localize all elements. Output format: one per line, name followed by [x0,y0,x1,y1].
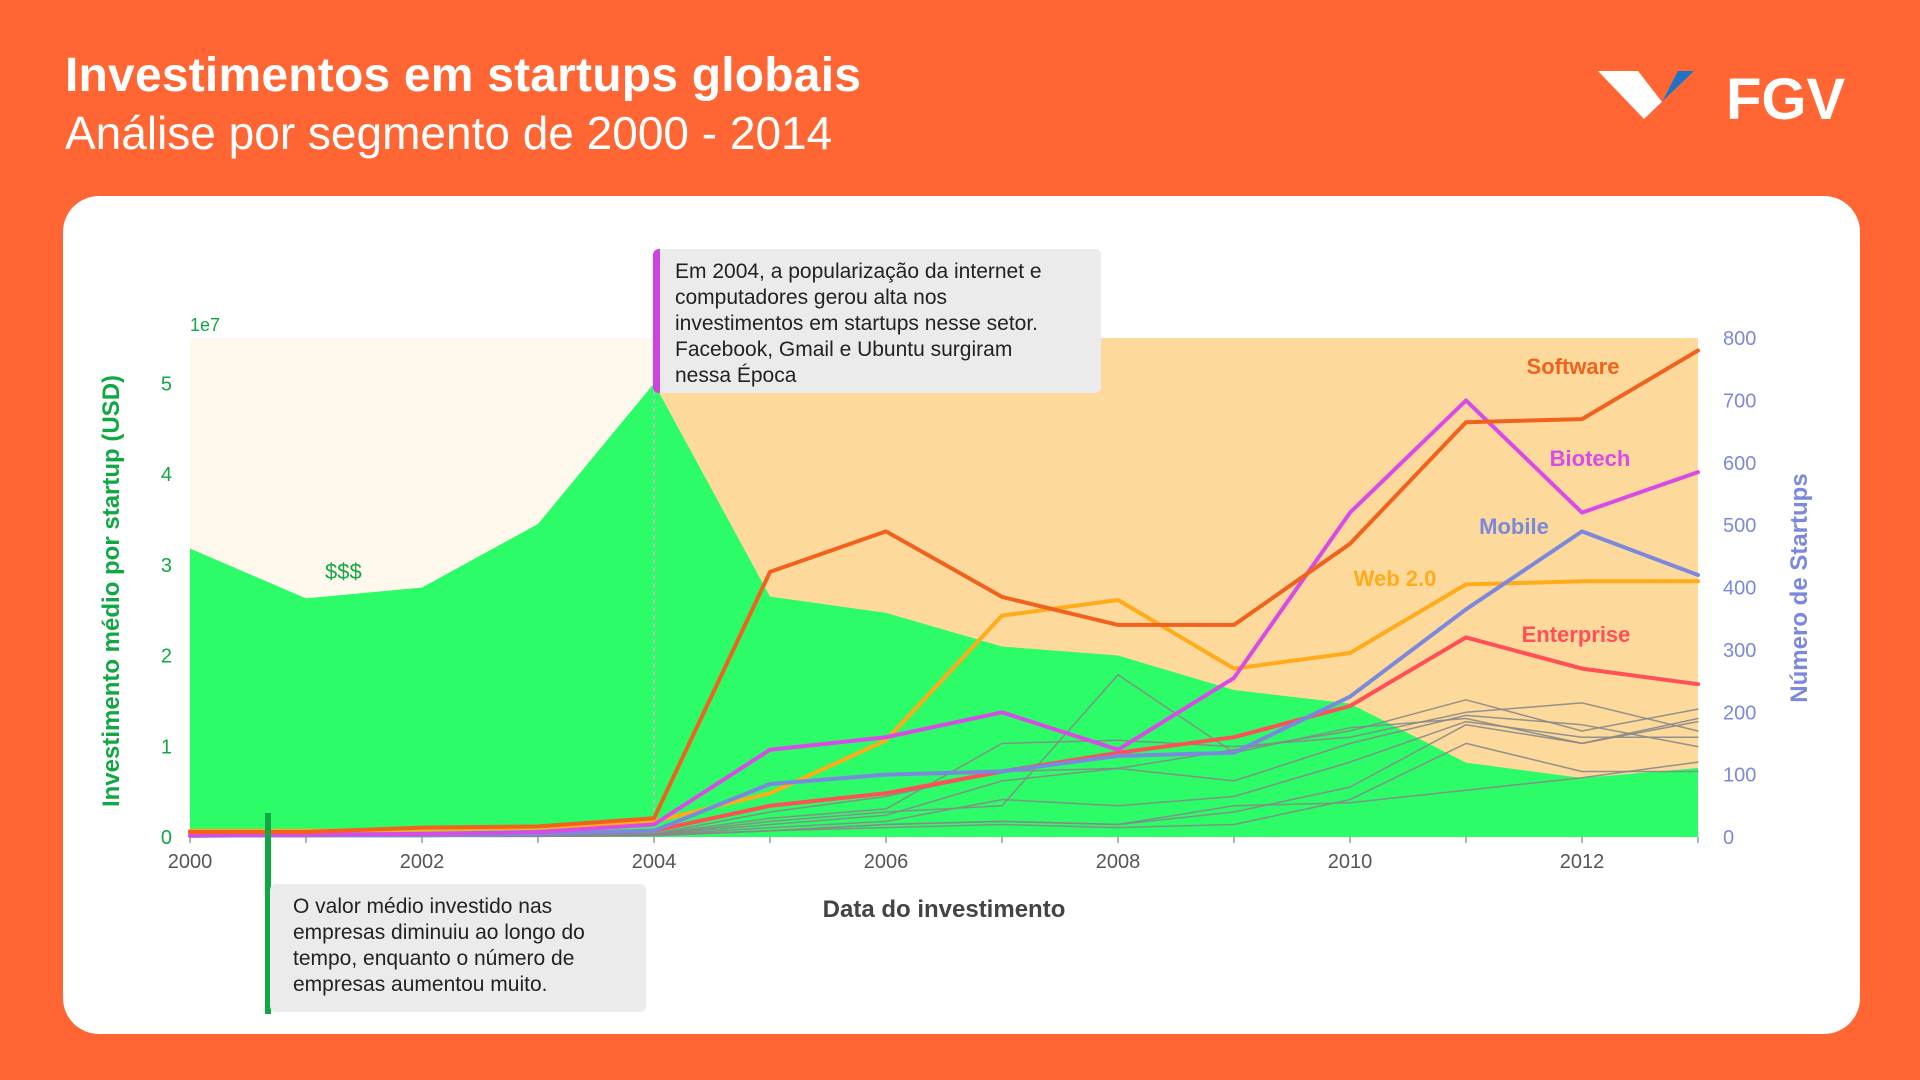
fgv-logo: FGV [1598,68,1846,122]
y-left-tick-label: 2 [161,646,172,668]
y-right-tick-label: 800 [1723,328,1756,350]
annotation-average: O valor médio investido nas empresas dim… [270,884,646,1012]
annotation-bottom-marker [265,813,271,1014]
x-tick-label: 2000 [168,851,213,873]
annotation-2004-text: Em 2004, a popularização da internet e c… [675,260,1042,387]
chart-card: 2000 2002 2004 2006 2008 2010 2012 0 1 2 3 4 5 0 100 20… [63,196,1860,1034]
logo-text: FGV [1726,68,1846,122]
x-tick-label: 2012 [1560,851,1605,873]
y-right-tick-label: 200 [1723,702,1756,724]
logo-mark-white [1598,71,1662,119]
y-left-tick-label: 1 [161,736,172,758]
annotation-average-text: O valor médio investido nas empresas dim… [293,895,585,996]
y-right-tick-label: 600 [1723,453,1756,475]
logo-mark-blue [1644,71,1694,119]
x-ticks [189,837,1699,843]
series-labels: Software Biotech Mobile Web 2.0 Enterprise [1354,354,1631,647]
y-left-tick-label: 5 [161,373,172,395]
y-right-tick-label: 0 [1723,827,1734,849]
y-right-tick-label: 500 [1723,515,1756,537]
x-axis-label: Data do investimento [823,896,1066,923]
series-label-mobile: Mobile [1479,514,1549,539]
main-chart: 2000 2002 2004 2006 2008 2010 2012012345010020… [98,315,1813,923]
series-label-biotech: Biotech [1550,446,1631,471]
y-axis-multiplier: 1e7 [190,315,220,335]
series-label-web-2-0: Web 2.0 [1354,566,1437,591]
series-lines [188,348,1700,838]
investment-area-fill [190,383,1698,837]
series-line-software [188,348,1700,834]
page-subtitle: Análise por segmento de 2000 - 2014 [65,107,833,159]
y-left-tick-label: 3 [161,555,172,577]
x-tick-label: 2004 [632,851,677,873]
y-axis-left-label: Investimento médio por startup (USD) [98,375,125,807]
x-tick-label: 2002 [400,851,445,873]
y-right-tick-label: 400 [1723,578,1756,600]
series-line-biotech [188,398,1700,838]
x-tick-label: 2006 [864,851,909,873]
y-right-tick-label: 100 [1723,765,1756,787]
y-right-tick-label: 700 [1723,390,1756,412]
y-left-tick-label: 4 [161,464,172,486]
x-tick-label: 2008 [1096,851,1141,873]
y-left-tick-label: 0 [161,827,172,849]
investment-area [190,383,1698,837]
series-label-software: Software [1527,354,1620,379]
y-right-tick-label: 300 [1723,640,1756,662]
axes: 2000 2002 2004 2006 2008 2010 2012012345010020… [161,328,1757,873]
series-label-enterprise: Enterprise [1522,622,1631,647]
page-title: Investimentos em startups globais [65,49,862,102]
x-tick-label: 2010 [1328,851,1373,873]
annotation-2004: Em 2004, a popularização da internet e c… [653,249,1101,393]
y-axis-right-label: Número de Startups [1786,473,1813,702]
money-label: $$$ [325,559,362,584]
